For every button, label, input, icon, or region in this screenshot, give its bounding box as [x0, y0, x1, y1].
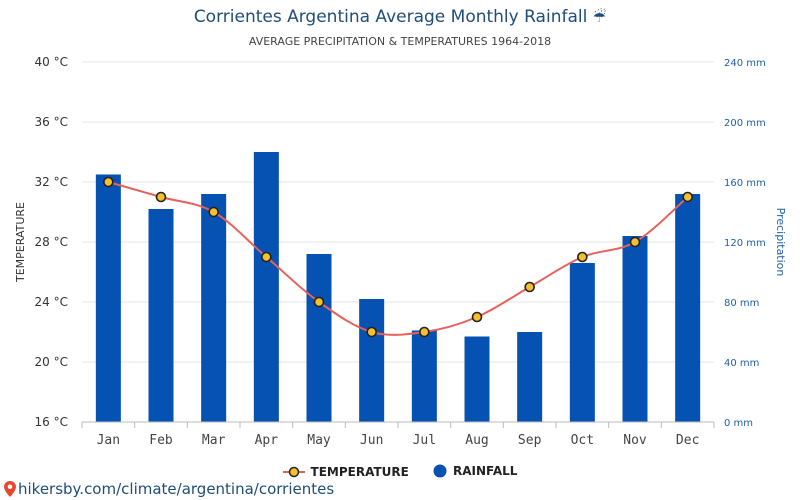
temperature-point-nov[interactable]: [629, 236, 641, 248]
temperature-point-sep[interactable]: [524, 281, 535, 293]
right-axis-title: Precipitation: [774, 208, 787, 277]
x-axis-tick-label: May: [307, 433, 331, 448]
rainfall-bar-apr[interactable]: [253, 152, 279, 422]
x-axis-tick-label: Jun: [360, 433, 383, 448]
x-axis-tick-label: Jan: [97, 433, 120, 448]
chart-legend: TEMPERATURE RAINFALL: [0, 464, 800, 481]
umbrella-rain-icon: ☔: [592, 8, 607, 26]
rainfall-bar-feb[interactable]: [148, 209, 174, 422]
right-axis-tick-label: 40 mm: [724, 358, 759, 369]
chart-subtitle: AVERAGE PRECIPITATION & TEMPERATURES 196…: [248, 35, 552, 48]
legend-label-rainfall: RAINFALL: [453, 464, 518, 478]
rainfall-bar-dec[interactable]: [675, 194, 701, 422]
left-axis-tick-label: 36 °C: [35, 115, 68, 129]
x-axis-tick-label: Sep: [518, 433, 542, 448]
rainfall-bar-jul[interactable]: [411, 330, 437, 423]
x-axis-tick-label: Nov: [623, 433, 647, 448]
x-axis-tick-label: Jul: [413, 433, 436, 448]
temperature-point-feb[interactable]: [155, 191, 167, 203]
x-axis-tick-label: Aug: [465, 433, 488, 448]
temperature-point-apr[interactable]: [261, 251, 272, 263]
source-url: hikersby.com/climate/argentina/corriente…: [18, 480, 335, 498]
left-axis-tick-label: 40 °C: [35, 55, 68, 69]
right-axis-tick-label: 80 mm: [724, 298, 759, 309]
x-axis-tick-label: Mar: [202, 433, 226, 448]
rainfall-bar-jun[interactable]: [359, 299, 385, 422]
rainfall-bar-mar[interactable]: [201, 194, 227, 422]
temperature-point-may[interactable]: [313, 296, 325, 308]
temperature-line: [108, 181, 689, 336]
x-axis-tick-label: Feb: [149, 433, 173, 448]
right-axis-tick-label: 240 mm: [724, 58, 766, 69]
left-axis-tick-label: 16 °C: [35, 415, 68, 429]
temperature-point-mar[interactable]: [208, 206, 219, 218]
right-axis-tick-label: 120 mm: [724, 238, 766, 249]
chart-title: Corrientes Argentina Average Monthly Rai…: [193, 7, 588, 27]
left-axis-tick-label: 28 °C: [35, 235, 68, 249]
right-axis-tick-label: 200 mm: [724, 118, 766, 129]
x-axis-tick-label: Dec: [676, 433, 699, 448]
left-axis-tick-label: 20 °C: [35, 355, 68, 369]
temperature-point-aug[interactable]: [471, 311, 483, 323]
temperature-point-oct[interactable]: [577, 251, 588, 263]
legend-item-temperature[interactable]: TEMPERATURE: [282, 465, 409, 479]
temperature-legend-marker-icon: [282, 466, 305, 478]
right-axis-tick-label: 0 mm: [724, 418, 753, 429]
rainfall-bar-sep[interactable]: [517, 332, 543, 422]
map-pin-icon: [4, 481, 16, 497]
rainfall-bar-oct[interactable]: [569, 263, 595, 422]
temperature-point-dec[interactable]: [682, 191, 693, 203]
rainfall-bar-aug[interactable]: [464, 336, 490, 423]
chart-title-row: Corrientes Argentina Average Monthly Rai…: [0, 7, 800, 27]
x-axis-tick-label: Apr: [255, 433, 279, 448]
right-axis-tick-label: 160 mm: [724, 178, 766, 189]
rainfall-bar-may[interactable]: [306, 254, 332, 422]
rainfall-legend-marker-icon: [433, 464, 447, 478]
rainfall-bar-jan[interactable]: [95, 174, 121, 423]
rainfall-bar-nov[interactable]: [622, 236, 648, 422]
left-axis-tick-label: 32 °C: [35, 175, 68, 189]
left-axis-tick-label: 24 °C: [35, 295, 68, 309]
left-axis-title: TEMPERATURE: [14, 202, 27, 283]
legend-label-temperature: TEMPERATURE: [310, 465, 409, 479]
x-axis-tick-label: Oct: [571, 433, 594, 448]
temperature-point-jan[interactable]: [103, 176, 114, 188]
source-link[interactable]: hikersby.com/climate/argentina/corriente…: [4, 480, 334, 498]
temperature-point-jul[interactable]: [419, 326, 430, 338]
temperature-point-jun[interactable]: [366, 326, 377, 338]
legend-item-rainfall[interactable]: RAINFALL: [433, 464, 517, 478]
